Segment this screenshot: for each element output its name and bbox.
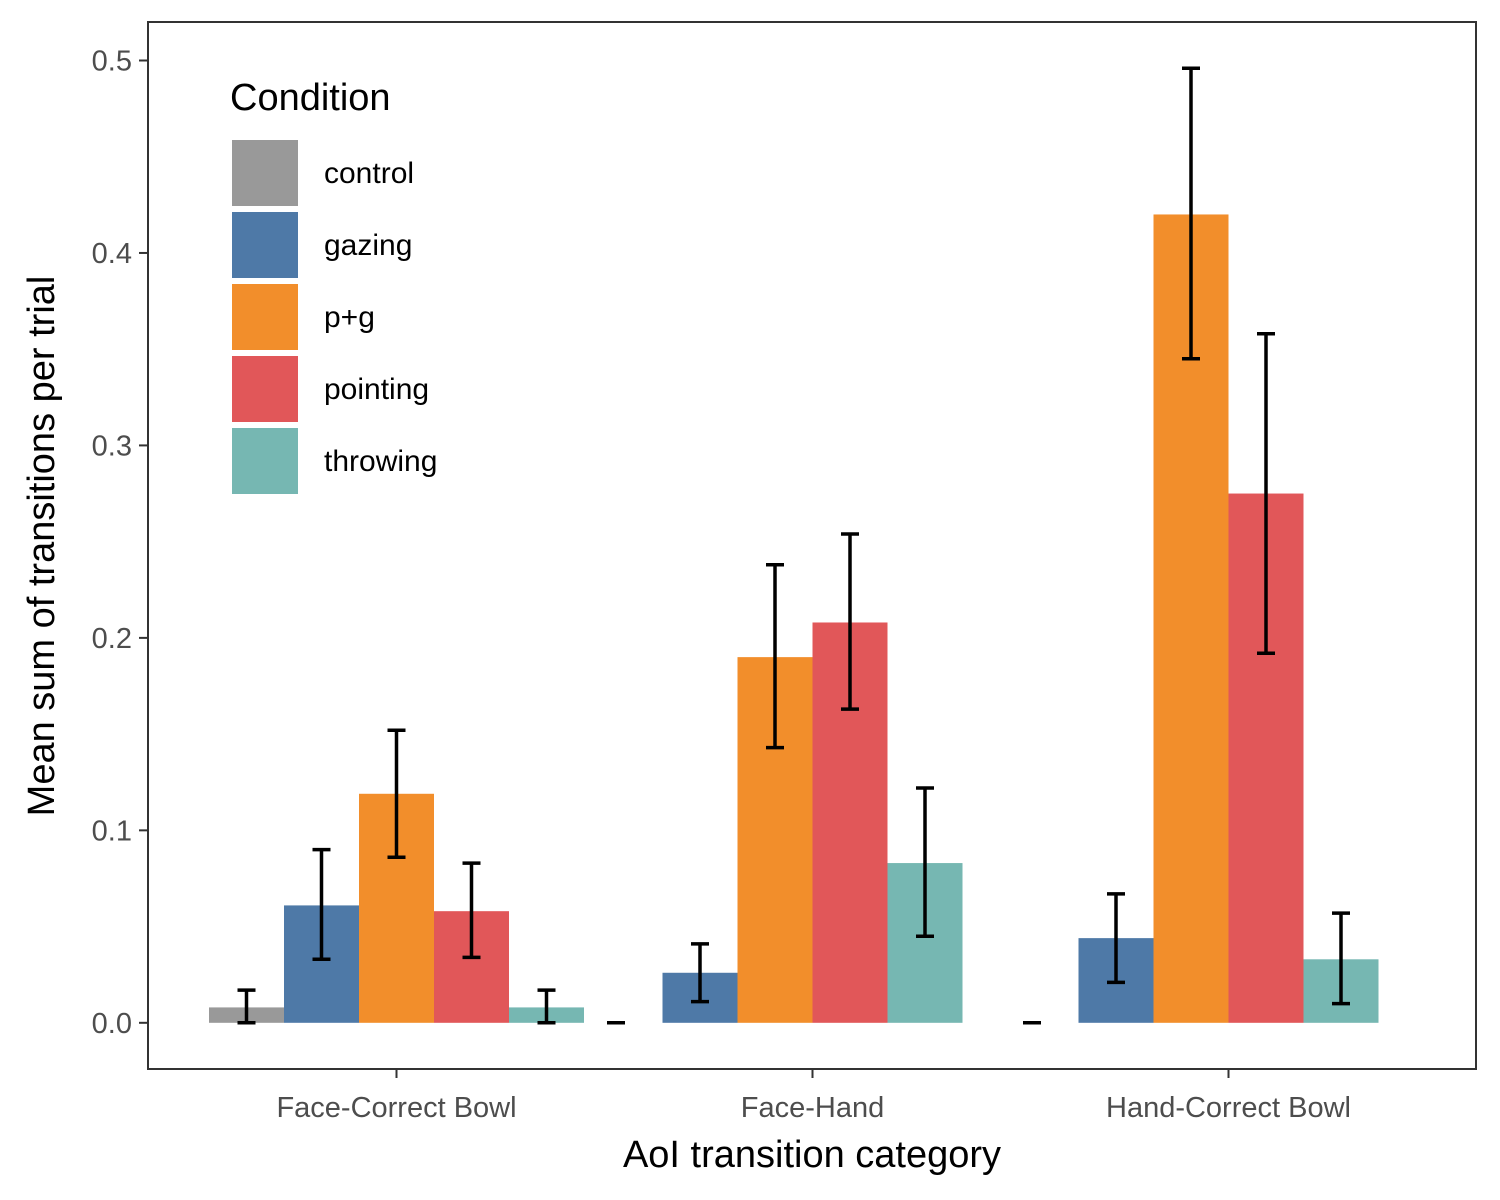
x-tick-label: Hand-Correct Bowl <box>1106 1092 1351 1124</box>
legend-key-gazing <box>232 212 298 278</box>
x-axis: Face-Correct Bowl Face-Hand Hand-Correct B… <box>276 1069 1351 1124</box>
legend-label: p+g <box>324 301 375 334</box>
y-tick-label: 0.4 <box>92 238 132 270</box>
x-axis-title: AoI transition category <box>623 1134 1001 1176</box>
legend-key-pointing <box>232 356 298 422</box>
legend-key-throwing <box>232 428 298 494</box>
x-tick-label: Face-Hand <box>741 1092 884 1124</box>
legend-label: control <box>324 157 414 190</box>
legend-title: Condition <box>230 77 391 119</box>
legend: Condition control gazing p+g pointing throwi… <box>230 77 437 494</box>
legend-label: pointing <box>324 373 429 406</box>
errorbars-layer <box>237 66 1350 1025</box>
y-axis: 0.0 0.1 0.2 0.3 0.4 0.5 <box>92 45 148 1040</box>
y-tick-label: 0.1 <box>92 815 132 847</box>
y-tick-label: 0.0 <box>92 1008 132 1040</box>
y-tick-label: 0.2 <box>92 623 132 655</box>
legend-key-p-g <box>232 284 298 350</box>
legend-label: gazing <box>324 229 412 262</box>
legend-label: throwing <box>324 445 437 478</box>
y-axis-title: Mean sum of transitions per trial <box>21 276 63 817</box>
y-tick-label: 0.5 <box>92 45 132 77</box>
legend-key-control <box>232 140 298 206</box>
y-tick-label: 0.3 <box>92 430 132 462</box>
x-tick-label: Face-Correct Bowl <box>276 1092 516 1124</box>
